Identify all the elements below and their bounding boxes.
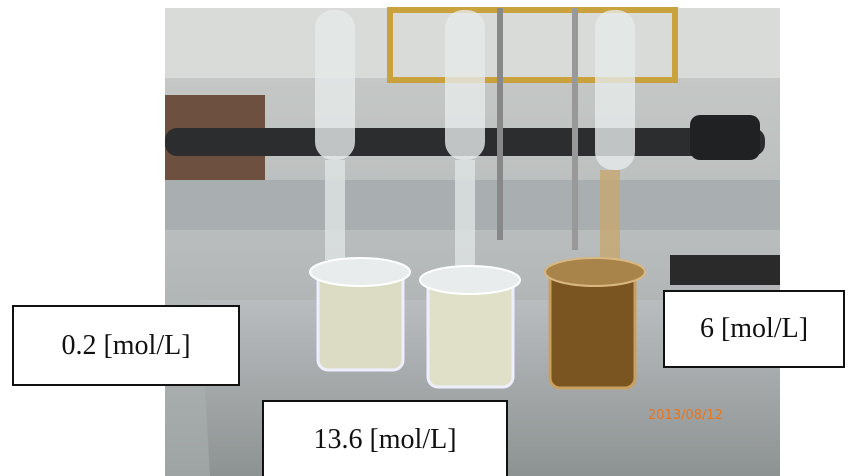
manifold-end	[690, 115, 760, 160]
glass-tube	[455, 160, 475, 270]
condenser	[315, 10, 355, 160]
concentration-label: 6 [mol/L]	[663, 290, 845, 368]
stand-base	[670, 255, 780, 285]
date-stamp: 2013/08/12	[648, 408, 723, 423]
window-frame	[387, 7, 678, 83]
condenser	[595, 10, 635, 170]
beaker-lid	[309, 257, 411, 287]
glass-tube	[325, 160, 345, 260]
concentration-label: 13.6 [mol/L]	[262, 400, 508, 476]
beaker-lid	[544, 257, 646, 287]
concentration-label: 0.2 [mol/L]	[12, 305, 240, 386]
beaker-lid	[419, 265, 521, 295]
glass-tube	[600, 170, 620, 270]
condenser	[445, 10, 485, 160]
beaker	[548, 268, 637, 390]
